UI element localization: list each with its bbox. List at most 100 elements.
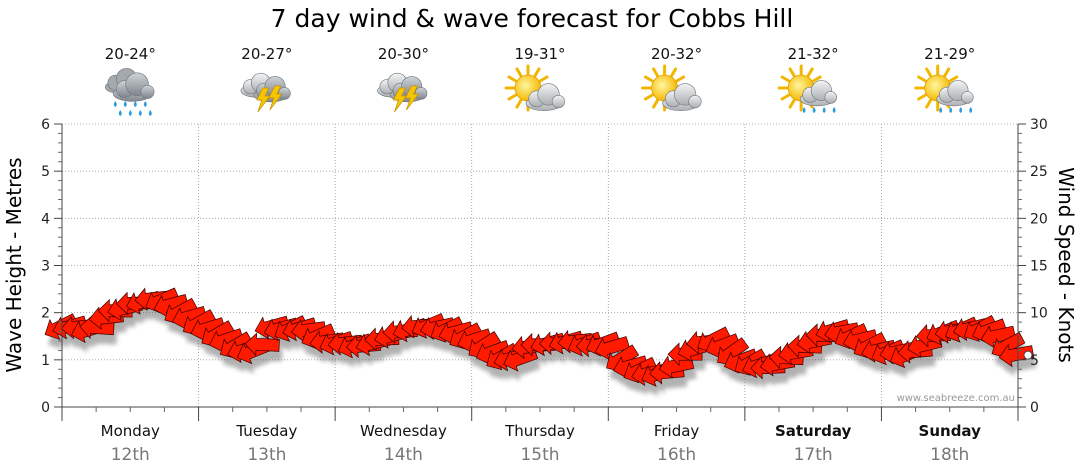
sun-ray bbox=[652, 67, 660, 78]
sun-ray bbox=[788, 98, 796, 109]
rain-drop bbox=[128, 110, 132, 116]
y-right-tick-label: 25 bbox=[1030, 164, 1048, 180]
y-left-tick-label: 4 bbox=[41, 211, 50, 227]
sun-shape bbox=[777, 64, 825, 112]
x-axis-labels: Monday 12th Tuesday 13th Wednesday 14th Thursd… bbox=[101, 422, 981, 465]
cloud-shape bbox=[112, 72, 155, 102]
cloud-puff bbox=[688, 94, 702, 109]
rain-drop bbox=[802, 107, 806, 113]
date-label: 18th bbox=[930, 445, 969, 465]
sun-ray bbox=[948, 75, 959, 83]
sun-ray bbox=[788, 67, 796, 78]
y-axis-right-label: Wind Speed - Knots bbox=[1054, 167, 1078, 363]
wind-arrow bbox=[980, 325, 1016, 349]
sun-ray bbox=[644, 75, 654, 83]
date-label: 17th bbox=[794, 445, 833, 465]
rain-drop bbox=[138, 110, 142, 116]
rain-drop bbox=[822, 107, 826, 113]
wind-arrow bbox=[998, 343, 1035, 368]
chart-title: 7 day wind & wave forecast for Cobbs Hil… bbox=[271, 4, 794, 33]
sun-ray bbox=[515, 98, 523, 109]
sun-ray bbox=[644, 93, 654, 101]
day-label: Friday bbox=[654, 422, 700, 440]
partly-cloudy-icon bbox=[641, 64, 702, 112]
sun-showers-icon bbox=[914, 64, 974, 113]
cloud-puff bbox=[551, 94, 566, 109]
rain-drop bbox=[939, 107, 943, 113]
sun-ray bbox=[780, 93, 791, 101]
temperature-range: 20-32° bbox=[651, 45, 702, 63]
rain-drop bbox=[959, 107, 963, 113]
temperature-range: 19-31° bbox=[514, 45, 565, 63]
date-label: 16th bbox=[657, 445, 696, 465]
rain-drop bbox=[148, 110, 152, 116]
wind-arrows bbox=[44, 287, 1035, 387]
sun-ray bbox=[917, 75, 928, 83]
rain-drop bbox=[123, 101, 127, 107]
rain-drop bbox=[949, 107, 953, 113]
gridlines bbox=[62, 123, 1018, 407]
temperature-range: 21-32° bbox=[788, 45, 839, 63]
temperature-range: 20-30° bbox=[378, 45, 429, 63]
day-label: Saturday bbox=[775, 422, 852, 440]
day-label: Thursday bbox=[504, 422, 575, 440]
temperature-range: 21-29° bbox=[924, 45, 975, 63]
rain-drop bbox=[118, 110, 122, 116]
rain-drop bbox=[143, 101, 147, 107]
rain-cloud-icon bbox=[104, 68, 155, 116]
sun-ray bbox=[507, 93, 518, 101]
rain-drop bbox=[113, 101, 117, 107]
partly-cloudy-icon bbox=[504, 64, 566, 112]
day-label: Sunday bbox=[919, 422, 982, 440]
thunderstorm-icon bbox=[377, 72, 428, 113]
wind-arrow bbox=[594, 336, 631, 361]
sun-ray bbox=[806, 67, 814, 78]
thunderstorm-icon bbox=[240, 72, 291, 113]
sun-ray bbox=[675, 75, 686, 83]
sun-ray bbox=[652, 98, 660, 109]
sun-ray bbox=[670, 67, 678, 78]
y-right-tick-label: 20 bbox=[1030, 211, 1048, 227]
y-left-tick-label: 2 bbox=[41, 306, 50, 322]
cloud-puff bbox=[140, 84, 155, 99]
date-label: 13th bbox=[247, 445, 286, 465]
y-left-tick-label: 5 bbox=[41, 164, 50, 180]
y-right-tick-label: 30 bbox=[1030, 117, 1048, 133]
wind-arrow bbox=[153, 294, 189, 318]
y-left-tick-label: 0 bbox=[41, 400, 50, 416]
lightning-bolt bbox=[392, 87, 408, 113]
date-label: 14th bbox=[384, 445, 423, 465]
sun-ray bbox=[917, 93, 928, 101]
plot-area bbox=[44, 287, 1037, 397]
cloud-shape bbox=[799, 80, 837, 107]
lightning-bolt bbox=[256, 87, 271, 113]
day-label: Wednesday bbox=[360, 422, 447, 440]
temperature-range: 20-24° bbox=[105, 45, 156, 63]
date-label: 12th bbox=[111, 445, 150, 465]
wind-arrow-shadow bbox=[506, 357, 541, 381]
temperature-range: 20-27° bbox=[241, 45, 292, 63]
sun-ray bbox=[507, 75, 518, 83]
y-right-tick-label: 5 bbox=[1030, 353, 1039, 369]
sun-ray bbox=[533, 67, 541, 78]
y-axis-left-label: Wave Height - Metres bbox=[2, 157, 26, 372]
sun-ray bbox=[538, 75, 549, 83]
day-label: Tuesday bbox=[235, 422, 297, 440]
axes: 0 1 2 3 4 5 6 0 5 10 15 20 25 30 bbox=[41, 117, 1048, 421]
rain-drop bbox=[969, 107, 973, 113]
sun-ray bbox=[925, 67, 933, 78]
sun-ray bbox=[780, 75, 791, 83]
sun-ray bbox=[515, 67, 523, 78]
cloud-puff bbox=[824, 91, 837, 104]
end-marker bbox=[1023, 350, 1033, 360]
day-label: Monday bbox=[101, 422, 160, 440]
rain-drop bbox=[133, 101, 137, 107]
watermark: www.seabreeze.com.au bbox=[897, 393, 1015, 404]
date-label: 15th bbox=[520, 445, 559, 465]
lightning-bolt bbox=[404, 85, 420, 111]
rain-drop bbox=[812, 107, 816, 113]
lightning-bolt bbox=[268, 85, 283, 111]
rain-drop bbox=[832, 107, 836, 113]
daily-forecast-row: 20-24° 20-27° 20-30° 19-31° 20-32° 21-32° 21-2… bbox=[104, 45, 975, 116]
